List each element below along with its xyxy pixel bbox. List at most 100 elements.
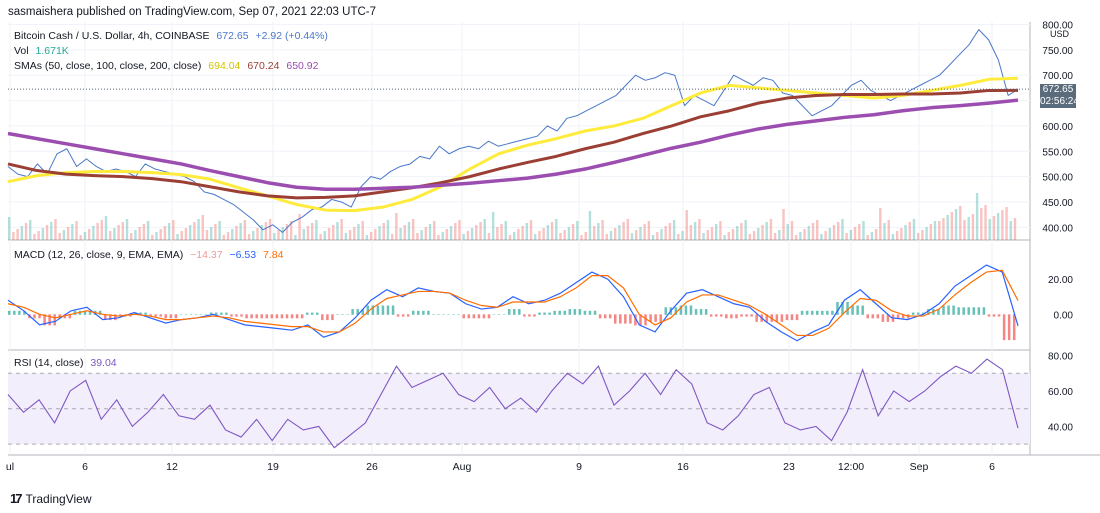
macd-histogram-bar (154, 314, 157, 317)
volume-bar (980, 208, 983, 240)
price-change: +2.92 (+0.44%) (255, 30, 328, 42)
price-tick-label: 600.00 (1042, 122, 1073, 133)
macd-histogram-bar (563, 310, 566, 315)
currency-label[interactable]: USD (1050, 29, 1070, 39)
macd-hist-value: −14.37 (190, 249, 223, 261)
volume-bar (555, 219, 558, 240)
rsi-label[interactable]: RSI (14, close) (14, 357, 84, 369)
time-tick-label: 19 (267, 461, 279, 473)
macd-histogram-bar (396, 314, 400, 317)
volume-bar (361, 221, 364, 240)
rsi-tick-label: 60.00 (1048, 387, 1073, 398)
macd-histogram-bar (280, 314, 284, 319)
volume-bar (601, 220, 604, 240)
macd-histogram-bar (881, 314, 885, 322)
macd-histogram-bar (543, 312, 546, 315)
macd-histogram-bar (624, 314, 627, 324)
macd-histogram-bar (896, 314, 900, 319)
volume-bar (891, 234, 895, 240)
macd-label[interactable]: MACD (12, 26, close, 9, EMA, EMA) (14, 249, 184, 261)
volume-bar (975, 193, 979, 240)
macd-histogram-bar (316, 312, 319, 315)
volume-legend: Vol 1.671K (14, 45, 73, 57)
sma200-line (7, 98, 1019, 192)
volume-bar (664, 226, 667, 240)
volume-bar (167, 223, 171, 240)
volume-bar (155, 232, 158, 240)
macd-histogram-bar (937, 309, 940, 315)
time-tick-label: 16 (677, 461, 689, 473)
macd-histogram-bar (649, 314, 652, 322)
macd-histogram-bar (598, 314, 602, 319)
macd-histogram-bar (568, 309, 572, 315)
volume-bar (344, 233, 348, 240)
volume-bar (597, 223, 600, 240)
volume-bar (639, 227, 642, 240)
volume-bar (870, 232, 874, 240)
price-tick-label: 700.00 (1042, 71, 1073, 82)
macd-histogram-bar (548, 312, 551, 315)
volume-bar (197, 219, 200, 240)
macd-histogram-bar (795, 314, 799, 321)
sma-label[interactable]: SMAs (50, close, 100, close, 200, close) (14, 60, 202, 72)
volume-bar (715, 224, 718, 240)
volume-bar (992, 216, 996, 240)
macd-histogram-bar (225, 312, 228, 315)
volume-bar (908, 222, 911, 240)
volume-bar (576, 221, 579, 240)
volume-bar (677, 234, 680, 240)
volume-bar (323, 231, 327, 240)
macd-histogram-bar (487, 314, 491, 319)
time-tick-label: Aug (453, 461, 472, 473)
macd-histogram-bar (780, 314, 784, 322)
volume-bar (862, 221, 865, 240)
macd-histogram-bar (8, 310, 11, 315)
macd-histogram-bar (305, 312, 309, 315)
volume-bar (281, 227, 284, 240)
macd-histogram-bar (331, 314, 334, 321)
macd-histogram-bar (220, 312, 223, 315)
volume-bar (214, 224, 217, 240)
volume-bar (289, 221, 293, 240)
volume-bar (142, 224, 146, 240)
macd-histogram-bar (800, 310, 804, 315)
volume-bar (125, 219, 129, 240)
macd-histogram-bar (785, 314, 789, 321)
macd-histogram-bar (679, 305, 683, 315)
volume-bar (904, 225, 907, 240)
volume-bar (92, 226, 95, 240)
volume-bar (87, 229, 91, 240)
volume-bar (54, 219, 57, 240)
volume-bar (315, 220, 318, 240)
macd-histogram-bar (245, 314, 248, 319)
time-tick-label: ul (6, 461, 14, 473)
volume-bar (912, 219, 916, 240)
volume-bar (83, 232, 87, 240)
volume-bar (786, 224, 789, 240)
macd-histogram-bar (477, 314, 481, 319)
volume-bar (348, 230, 352, 240)
symbol-label[interactable]: Bitcoin Cash / U.S. Dollar, 4h, COINBASE (14, 30, 210, 42)
volume-bar (588, 211, 592, 240)
tradingview-brand[interactable]: TradingView (25, 491, 92, 506)
volume-bar (491, 212, 495, 240)
rsi-tick-label: 80.00 (1048, 352, 1073, 363)
macd-histogram-bar (114, 314, 117, 321)
macd-histogram-bar (619, 314, 622, 324)
volume-bar (736, 226, 739, 240)
volume-bar (218, 221, 221, 240)
volume-bar (264, 222, 268, 240)
macd-histogram-bar (967, 307, 970, 315)
macd-histogram-bar (103, 314, 107, 321)
macd-histogram-bar (265, 314, 269, 319)
volume-bar (1009, 221, 1012, 240)
macd-histogram-bar (401, 314, 405, 317)
time-tick-label: 6 (82, 461, 88, 473)
volume-bar (319, 234, 322, 240)
volume-label[interactable]: Vol (14, 45, 29, 57)
volume-bar (8, 217, 11, 240)
volume-bar (24, 223, 28, 240)
volume-bar (525, 223, 529, 240)
volume-bar (294, 235, 297, 240)
